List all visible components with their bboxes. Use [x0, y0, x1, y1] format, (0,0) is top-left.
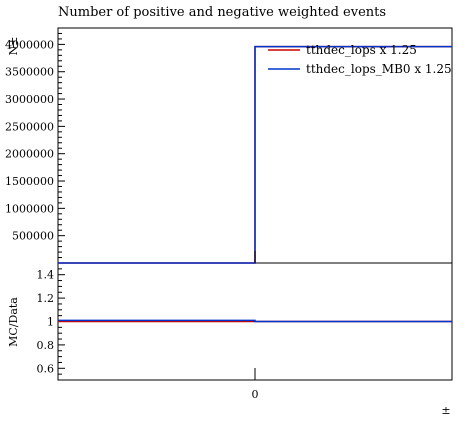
legend-label-0: tthdec_lops x 1.25	[306, 43, 417, 57]
x-tick-label-0: 0	[252, 388, 259, 401]
ratio-y-tick-label-3: 1.2	[37, 292, 55, 305]
x-axis: 0	[252, 251, 259, 401]
main-y-tick-label-2: 1500000	[5, 175, 54, 188]
main-y-tick-label-1: 1000000	[5, 202, 54, 215]
main-y-axis: 500000 1000000 1500000 2000000 2500000 300000…	[5, 32, 65, 259]
main-y-tick-label-0: 500000	[12, 230, 54, 243]
legend: tthdec_lops x 1.25 tthdec_lops_MB0 x 1.2…	[268, 43, 452, 76]
ratio-y-axis-label: MC/Data	[7, 297, 20, 347]
main-y-tick-label-3: 2000000	[5, 148, 54, 161]
ratio-y-tick-label-0: 0.6	[37, 362, 55, 375]
main-y-axis-label: N±	[7, 37, 20, 56]
ratio-series-group	[58, 319, 452, 323]
ratio-y-tick-label-2: 1	[47, 316, 54, 329]
main-y-tick-label-4: 2500000	[5, 120, 54, 133]
chart-title: Number of positive and negative weighted…	[58, 5, 386, 20]
ratio-y-tick-label-1: 0.8	[37, 339, 55, 352]
legend-label-1: tthdec_lops_MB0 x 1.25	[306, 62, 452, 76]
x-axis-label: ±	[441, 404, 450, 417]
main-y-tick-label-6: 3500000	[5, 66, 54, 79]
main-y-tick-label-5: 3000000	[5, 93, 54, 106]
ratio-y-axis: 0.6 0.8 1 1.2 1.4	[37, 268, 65, 375]
main-y-tick-label-7: 4000000	[5, 38, 54, 51]
ratio-series-line-1	[58, 319, 452, 323]
main-series-line-1	[58, 45, 452, 264]
ratio-y-tick-label-4: 1.4	[37, 269, 55, 282]
main-series-group	[58, 45, 452, 264]
